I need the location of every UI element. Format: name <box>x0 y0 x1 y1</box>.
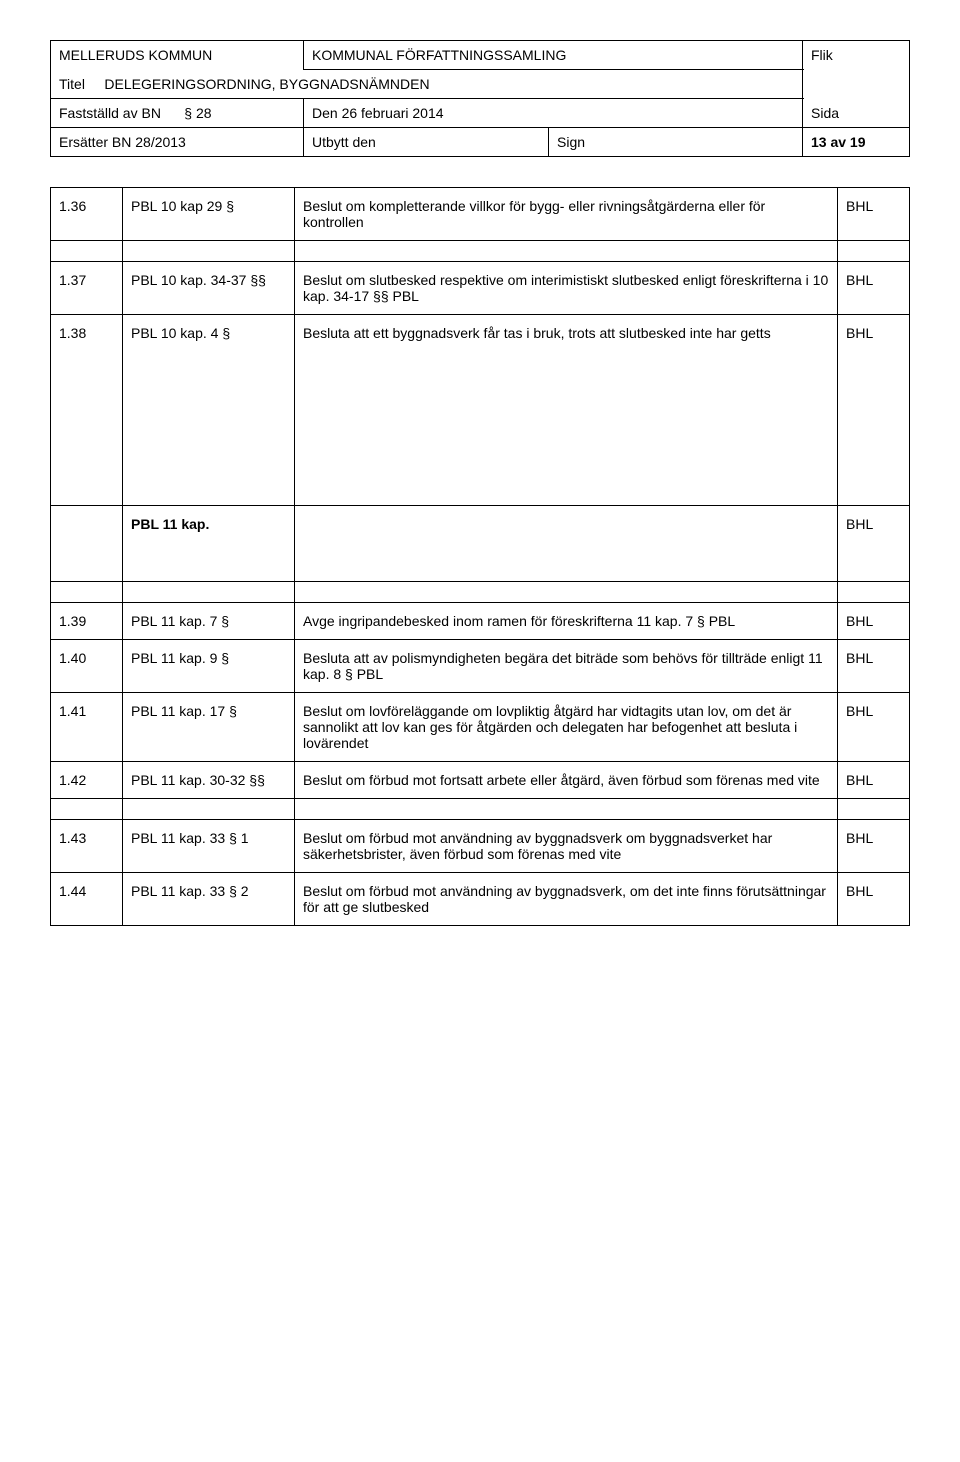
row-desc: Beslut om lovföreläggande om lovpliktig … <box>295 693 838 762</box>
utbytt-cell: Utbytt den <box>304 128 549 157</box>
blank-row <box>51 241 910 262</box>
row-num: 1.38 <box>51 315 123 506</box>
row-code: BHL <box>838 603 910 640</box>
sign-cell: Sign <box>549 128 803 157</box>
row-desc: Beslut om kompletterande villkor för byg… <box>295 188 838 241</box>
row-num: 1.44 <box>51 873 123 926</box>
sida-cell: Sida <box>803 99 910 128</box>
row-ref: PBL 10 kap. 34-37 §§ <box>123 262 295 315</box>
row-ref: PBL 11 kap. <box>123 506 295 582</box>
row-desc: Beslut om förbud mot användning av byggn… <box>295 820 838 873</box>
row-ref: PBL 11 kap. 7 § <box>123 603 295 640</box>
table-row: 1.41 PBL 11 kap. 17 § Beslut om lovförel… <box>51 693 910 762</box>
row-desc: Beslut om förbud mot fortsatt arbete ell… <box>295 762 838 799</box>
row-desc <box>295 506 838 582</box>
row-ref: PBL 10 kap 29 § <box>123 188 295 241</box>
row-code: BHL <box>838 506 910 582</box>
row-ref: PBL 11 kap. 17 § <box>123 693 295 762</box>
table-row: 1.36 PBL 10 kap 29 § Beslut om komplette… <box>51 188 910 241</box>
org-cell: MELLERUDS KOMMUN <box>51 41 304 70</box>
row-desc: Beslut om förbud mot användning av byggn… <box>295 873 838 926</box>
row-num <box>51 506 123 582</box>
row-code: BHL <box>838 188 910 241</box>
table-row: 1.39 PBL 11 kap. 7 § Avge ingripandebesk… <box>51 603 910 640</box>
row-num: 1.39 <box>51 603 123 640</box>
row-ref: PBL 11 kap. 9 § <box>123 640 295 693</box>
section-header-row: PBL 11 kap. BHL <box>51 506 910 582</box>
row-num: 1.41 <box>51 693 123 762</box>
row-desc: Beslut om slutbesked respektive om inter… <box>295 262 838 315</box>
row-num: 1.37 <box>51 262 123 315</box>
row-desc: Avge ingripandebesked inom ramen för för… <box>295 603 838 640</box>
table-row: 1.44 PBL 11 kap. 33 § 2 Beslut om förbud… <box>51 873 910 926</box>
document-header: MELLERUDS KOMMUN KOMMUNAL FÖRFATTNINGSSA… <box>50 40 910 157</box>
blank-row <box>51 799 910 820</box>
row-ref: PBL 10 kap. 4 § <box>123 315 295 506</box>
collection-cell: KOMMUNAL FÖRFATTNINGSSAMLING <box>304 41 803 70</box>
titel-label: Titel <box>59 76 85 92</box>
table-row: 1.43 PBL 11 kap. 33 § 1 Beslut om förbud… <box>51 820 910 873</box>
row-code: BHL <box>838 262 910 315</box>
row-ref: PBL 11 kap. 30-32 §§ <box>123 762 295 799</box>
row-ref: PBL 11 kap. 33 § 2 <box>123 873 295 926</box>
ersatter-cell: Ersätter BN 28/2013 <box>51 128 304 157</box>
table-row: 1.40 PBL 11 kap. 9 § Besluta att av poli… <box>51 640 910 693</box>
row-ref: PBL 11 kap. 33 § 1 <box>123 820 295 873</box>
row-num: 1.42 <box>51 762 123 799</box>
faststalld-date-cell: Den 26 februari 2014 <box>304 99 803 128</box>
row-code: BHL <box>838 315 910 506</box>
table-row: 1.38 PBL 10 kap. 4 § Besluta att ett byg… <box>51 315 910 506</box>
row-code: BHL <box>838 640 910 693</box>
row-desc: Besluta att ett byggnadsverk får tas i b… <box>295 315 838 506</box>
flik-empty <box>803 70 910 99</box>
faststalld-label: Fastställd av BN <box>59 105 161 121</box>
row-num: 1.43 <box>51 820 123 873</box>
faststalld-cell: Fastställd av BN § 28 <box>51 99 304 128</box>
row-code: BHL <box>838 762 910 799</box>
row-code: BHL <box>838 693 910 762</box>
row-code: BHL <box>838 873 910 926</box>
row-desc: Besluta att av polismyndigheten begära d… <box>295 640 838 693</box>
title-cell: Titel DELEGERINGSORDNING, BYGGNADSNÄMNDE… <box>51 70 803 99</box>
flik-cell: Flik <box>803 41 910 70</box>
row-num: 1.36 <box>51 188 123 241</box>
title-text: DELEGERINGSORDNING, BYGGNADSNÄMNDEN <box>104 76 429 92</box>
row-code: BHL <box>838 820 910 873</box>
table-row: 1.37 PBL 10 kap. 34-37 §§ Beslut om slut… <box>51 262 910 315</box>
blank-row <box>51 582 910 603</box>
table-row: 1.42 PBL 11 kap. 30-32 §§ Beslut om förb… <box>51 762 910 799</box>
page-cell: 13 av 19 <box>803 128 910 157</box>
row-num: 1.40 <box>51 640 123 693</box>
regulation-table: 1.36 PBL 10 kap 29 § Beslut om komplette… <box>50 187 910 926</box>
faststalld-num: § 28 <box>184 105 211 121</box>
